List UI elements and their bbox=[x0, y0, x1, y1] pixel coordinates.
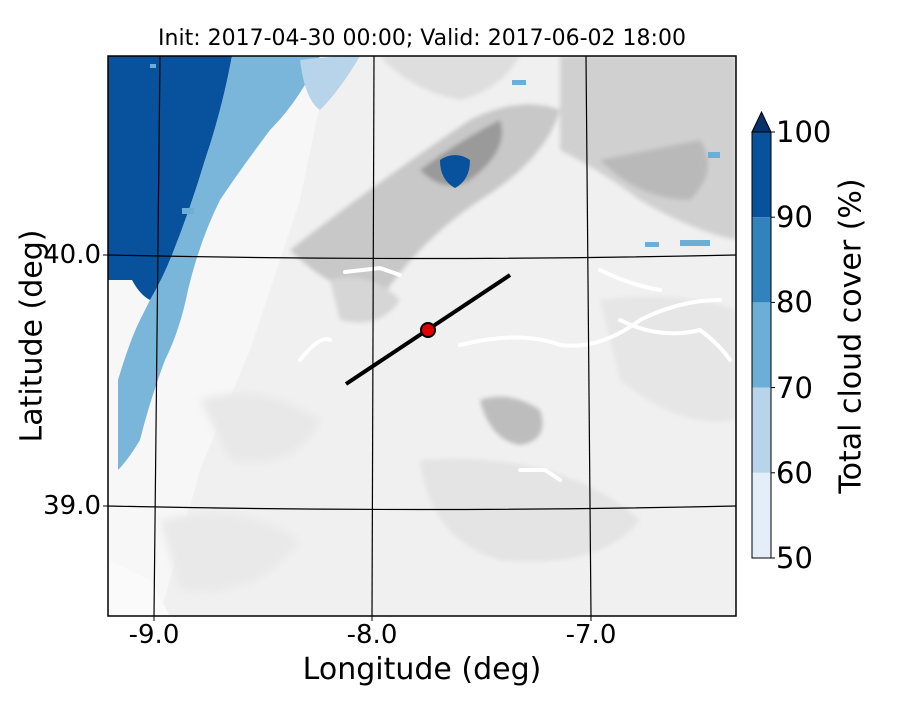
colorbar-tick-label: 80 bbox=[776, 285, 813, 320]
cloud-cover-90 bbox=[108, 56, 232, 300]
colorbar-tick-label: 50 bbox=[776, 541, 813, 575]
cloud-specks bbox=[150, 64, 720, 247]
terrain-relief-soft bbox=[160, 393, 320, 592]
cloud-cover-70 bbox=[118, 56, 320, 470]
colorbar-bin-80 bbox=[752, 217, 771, 303]
colorbar-tick-label: 60 bbox=[776, 455, 813, 490]
colorbar bbox=[751, 110, 775, 559]
x-axis-label: Longitude (deg) bbox=[302, 652, 542, 687]
map-area bbox=[108, 56, 736, 616]
x-tick-label: -9.0 bbox=[128, 620, 180, 650]
location-marker bbox=[420, 322, 436, 338]
map-frame bbox=[107, 55, 737, 617]
cloud-patch-mountain bbox=[440, 155, 470, 188]
y-tick-label: 39.0 bbox=[43, 491, 101, 521]
colorbar-bin-70 bbox=[752, 302, 771, 388]
colorbar-frame bbox=[751, 131, 772, 559]
y-tick-label: 40.0 bbox=[43, 240, 101, 270]
tick-marks bbox=[103, 254, 592, 621]
colorbar-bin-50 bbox=[752, 472, 771, 558]
colorbar-extend-arrow bbox=[751, 110, 772, 133]
colorbar-tick-label: 70 bbox=[776, 370, 813, 405]
x-tick-label: -8.0 bbox=[346, 620, 398, 650]
colorbar-bin-90 bbox=[752, 132, 771, 218]
rivers bbox=[298, 265, 732, 482]
cloud-cover-60 bbox=[300, 56, 360, 110]
colorbar-tick-label: 90 bbox=[776, 200, 813, 235]
map-title: Init: 2017-04-30 00:00; Valid: 2017-06-0… bbox=[158, 26, 686, 51]
graticule bbox=[108, 56, 736, 616]
colorbar-tick-label: 100 bbox=[776, 115, 832, 149]
colorbar-bin-60 bbox=[752, 387, 771, 473]
x-tick-label: -7.0 bbox=[565, 620, 617, 650]
terrain-relief bbox=[290, 56, 736, 562]
colorbar-label: Total cloud cover (%) bbox=[833, 178, 869, 494]
